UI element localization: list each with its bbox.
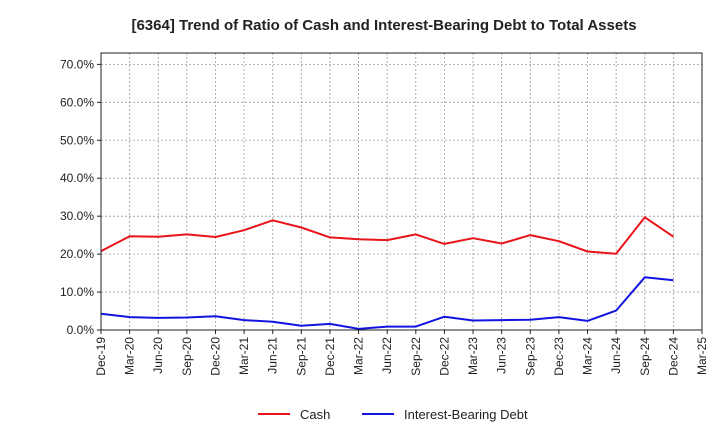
legend-label: Cash — [300, 407, 330, 422]
x-tick-label: Dec-21 — [323, 337, 337, 376]
series-line-interest-bearing-debt — [100, 276, 674, 330]
y-axis: 0.0% 10.0% 20.0% 30.0% 40.0% 50.0% 60.0% 70.0% — [60, 57, 101, 337]
series-line-cash — [100, 216, 674, 255]
x-tick-label: Dec-20 — [208, 337, 222, 376]
x-tick-label: Jun-21 — [266, 337, 280, 374]
x-tick-label: Sep-22 — [409, 337, 423, 376]
y-tick-label: 60.0% — [60, 95, 94, 109]
x-tick-label: Jun-20 — [151, 337, 165, 374]
y-tick-label: 30.0% — [60, 209, 94, 223]
y-tick-label: 50.0% — [60, 133, 94, 147]
x-tick-label: Dec-22 — [437, 337, 451, 376]
x-tick-label: Jun-23 — [495, 337, 509, 374]
chart-title: [6364] Trend of Ratio of Cash and Intere… — [131, 17, 636, 34]
y-tick-label: 20.0% — [60, 247, 94, 261]
x-tick-label: Sep-20 — [180, 337, 194, 376]
x-tick-label: Sep-21 — [294, 337, 308, 376]
series-lines — [100, 216, 674, 330]
y-tick-label: 70.0% — [60, 57, 94, 71]
x-tick-label: Dec-23 — [552, 337, 566, 376]
y-tick-label: 0.0% — [67, 323, 95, 337]
x-tick-label: Dec-24 — [666, 337, 680, 376]
x-tick-label: Mar-25 — [695, 337, 709, 375]
x-tick-label: Jun-22 — [380, 337, 394, 374]
x-axis: Dec-19 Mar-20 Jun-20 Sep-20 Dec-20 Mar-21 Jun-… — [94, 330, 709, 376]
plot-area — [100, 52, 703, 331]
x-tick-label: Mar-24 — [581, 337, 595, 375]
x-tick-label: Dec-19 — [94, 337, 108, 376]
x-tick-label: Jun-24 — [609, 337, 623, 374]
legend-label: Interest-Bearing Debt — [404, 407, 528, 422]
x-tick-label: Sep-24 — [638, 337, 652, 376]
legend: Cash Interest-Bearing Debt — [258, 407, 528, 422]
x-tick-label: Mar-20 — [123, 337, 137, 375]
x-tick-label: Mar-21 — [237, 337, 251, 375]
y-tick-label: 10.0% — [60, 285, 94, 299]
grid — [101, 53, 702, 330]
x-tick-label: Mar-22 — [352, 337, 366, 375]
x-tick-label: Sep-23 — [523, 337, 537, 376]
y-tick-label: 40.0% — [60, 171, 94, 185]
x-tick-label: Mar-23 — [466, 337, 480, 375]
